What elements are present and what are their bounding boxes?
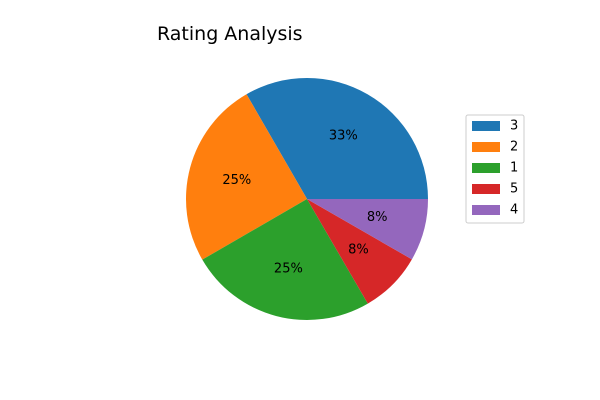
- pie-slices: [186, 77, 428, 320]
- legend-label-2: 2: [510, 140, 518, 155]
- pie-percent-label-4: 8%: [367, 210, 388, 225]
- legend-swatch-5: [472, 184, 500, 194]
- pie-percent-label-2: 25%: [222, 173, 251, 188]
- legend-label-3: 3: [510, 119, 518, 134]
- pie-percent-label-3: 33%: [329, 129, 358, 144]
- pie-slice-5: [307, 199, 412, 304]
- pie-slice-4: [307, 199, 428, 260]
- legend: 3 2 1 5 4: [465, 114, 525, 224]
- pie-percent-label-1: 25%: [274, 262, 303, 277]
- pie-percent-labels: 33% 25% 25% 8% 8%: [222, 129, 387, 277]
- legend-swatch-1: [472, 163, 500, 173]
- legend-label-1: 1: [510, 161, 518, 176]
- legend-items: 3 2 1 5 4: [472, 119, 518, 218]
- pie-slice-3: [246, 77, 428, 199]
- legend-label-5: 5: [510, 182, 518, 197]
- legend-label-4: 4: [510, 203, 518, 218]
- legend-swatch-4: [472, 205, 500, 215]
- legend-swatch-3: [472, 121, 500, 131]
- legend-swatch-2: [472, 142, 500, 152]
- chart-title: Rating Analysis: [157, 23, 303, 45]
- pie-percent-label-5: 8%: [348, 243, 369, 258]
- pie-slice-2: [186, 94, 307, 260]
- pie-slice-1: [202, 199, 368, 320]
